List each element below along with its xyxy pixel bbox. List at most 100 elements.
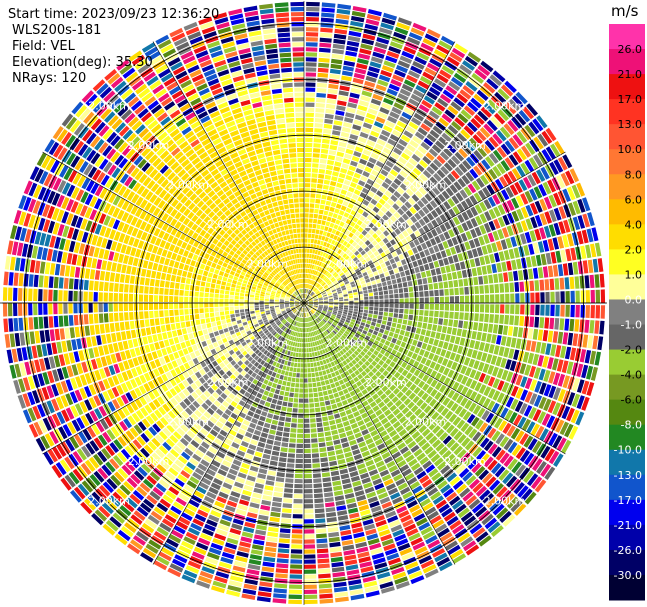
gate-cell	[155, 271, 162, 280]
gate-cell	[201, 26, 216, 35]
gate-cell	[354, 114, 365, 122]
gate-cell	[160, 417, 169, 426]
gate-cell	[361, 90, 373, 98]
gate-cell	[281, 325, 285, 330]
gate-cell	[320, 225, 325, 231]
gate-cell	[321, 289, 325, 293]
gate-cell	[282, 319, 287, 324]
gate-cell	[169, 303, 174, 310]
gate-cell	[4, 334, 11, 348]
gate-cell	[410, 215, 418, 224]
gate-cell	[278, 323, 283, 328]
gate-cell	[292, 188, 299, 193]
gate-cell	[215, 473, 225, 481]
gate-cell	[290, 6, 304, 12]
gate-cell	[187, 368, 194, 376]
gate-cell	[38, 419, 48, 434]
gate-cell	[93, 281, 99, 291]
gate-cell	[396, 187, 405, 195]
gate-cell	[464, 286, 469, 295]
gate-cell	[380, 262, 386, 269]
gate-cell	[322, 292, 327, 295]
gate-cell	[239, 338, 245, 344]
gate-cell	[4, 255, 11, 270]
gate-cell	[460, 109, 472, 120]
gate-cell	[277, 335, 282, 341]
gate-cell	[249, 35, 263, 42]
gate-cell	[275, 308, 280, 311]
gate-cell	[411, 117, 422, 126]
gate-cell	[372, 233, 379, 239]
gate-cell	[88, 456, 100, 469]
gate-cell	[306, 273, 309, 279]
gate-cell	[252, 283, 257, 288]
gate-cell	[214, 198, 222, 206]
gate-cell	[29, 331, 36, 345]
gate-cell	[117, 197, 126, 208]
gate-cell	[142, 260, 149, 269]
gate-cell	[395, 272, 401, 279]
gate-cell	[157, 220, 165, 229]
gate-cell	[190, 439, 200, 449]
gate-cell	[211, 368, 218, 375]
gate-cell	[285, 178, 292, 184]
gate-cell	[186, 327, 192, 334]
gate-cell	[69, 391, 78, 404]
gate-cell	[237, 265, 243, 271]
gate-cell	[315, 282, 319, 287]
gate-cell	[28, 303, 33, 316]
gate-cell	[252, 262, 258, 268]
gate-cell	[532, 267, 539, 279]
gate-cell	[89, 269, 96, 280]
gate-cell	[174, 554, 188, 564]
gate-cell	[530, 216, 538, 229]
gate-cell	[176, 441, 186, 451]
gate-cell	[309, 203, 315, 208]
gate-cell	[396, 174, 405, 182]
gate-cell	[461, 269, 468, 278]
gate-cell	[337, 249, 342, 255]
gate-cell	[222, 373, 229, 381]
gate-cell	[173, 445, 183, 454]
gate-cell	[380, 169, 389, 177]
gate-cell	[300, 294, 303, 299]
gate-cell	[229, 270, 235, 276]
gate-cell	[288, 329, 292, 335]
gate-cell	[529, 230, 537, 242]
gate-cell	[305, 112, 314, 117]
gate-cell	[353, 292, 358, 296]
gate-cell	[422, 38, 437, 48]
gate-cell	[197, 537, 211, 546]
gate-cell	[118, 125, 130, 137]
gate-cell	[434, 289, 439, 297]
gate-cell	[241, 341, 247, 347]
gate-cell	[409, 298, 414, 303]
gate-cell	[126, 132, 137, 144]
gate-cell	[161, 213, 169, 222]
gate-cell	[179, 309, 184, 316]
gate-cell	[230, 18, 245, 26]
gate-cell	[515, 293, 520, 303]
gate-cell	[199, 313, 205, 319]
gate-cell	[413, 285, 419, 292]
gate-cell	[43, 173, 53, 187]
gate-cell	[175, 136, 186, 146]
gate-cell	[353, 151, 362, 158]
gate-cell	[102, 128, 114, 140]
gate-cell	[241, 236, 247, 243]
gate-cell	[92, 79, 106, 92]
gate-cell	[364, 166, 373, 173]
gate-cell	[451, 236, 459, 246]
gate-cell	[88, 314, 94, 324]
gate-cell	[420, 42, 434, 52]
gate-cell	[356, 219, 363, 226]
gate-cell	[96, 259, 103, 270]
gate-cell	[224, 477, 235, 485]
gate-cell	[265, 338, 270, 344]
gate-cell	[191, 232, 199, 240]
gate-cell	[138, 303, 144, 311]
gate-cell	[308, 301, 313, 303]
gate-cell	[195, 106, 206, 115]
gate-cell	[76, 175, 87, 188]
gate-cell	[109, 272, 116, 282]
